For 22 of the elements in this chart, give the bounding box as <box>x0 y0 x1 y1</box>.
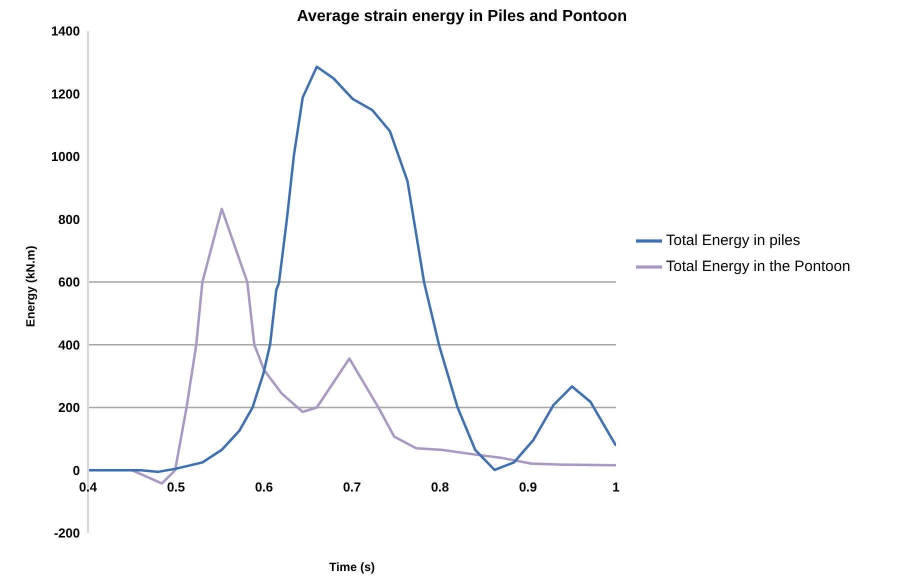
y-tick-label: 200 <box>58 400 80 416</box>
x-axis-title: Time (s) <box>329 560 375 574</box>
y-tick-label: 0 <box>72 462 80 478</box>
y-tick-label: 400 <box>58 337 80 352</box>
y-tick-label: 600 <box>58 274 80 290</box>
line-series <box>88 66 616 474</box>
chart-title: Average strain energy in Piles and Pontoon <box>296 8 628 25</box>
legend-label: Total Energy in the Pontoon <box>666 258 850 276</box>
y-axis-title: Energy (kN.m) <box>23 246 38 327</box>
x-tick-label: 0.4 <box>78 479 98 494</box>
x-tick-label: 0.7 <box>342 479 362 494</box>
y-tick-label: 1400 <box>51 24 80 39</box>
y-tick-label: 1000 <box>51 149 80 164</box>
x-tick-label: 0.5 <box>166 479 186 494</box>
y-tick-label: 800 <box>58 212 80 227</box>
legend-label: Total Energy in piles <box>666 232 800 250</box>
x-tick-label: 0.8 <box>430 479 450 494</box>
y-tick-label: 1200 <box>51 86 80 102</box>
x-tick-label: 1 <box>612 479 620 494</box>
y-tick-label: -200 <box>54 526 80 541</box>
x-tick-label: 0.6 <box>254 479 274 494</box>
x-tick-label: 0.9 <box>518 479 538 494</box>
